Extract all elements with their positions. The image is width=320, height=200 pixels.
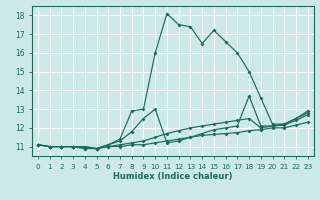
X-axis label: Humidex (Indice chaleur): Humidex (Indice chaleur) — [113, 172, 233, 181]
